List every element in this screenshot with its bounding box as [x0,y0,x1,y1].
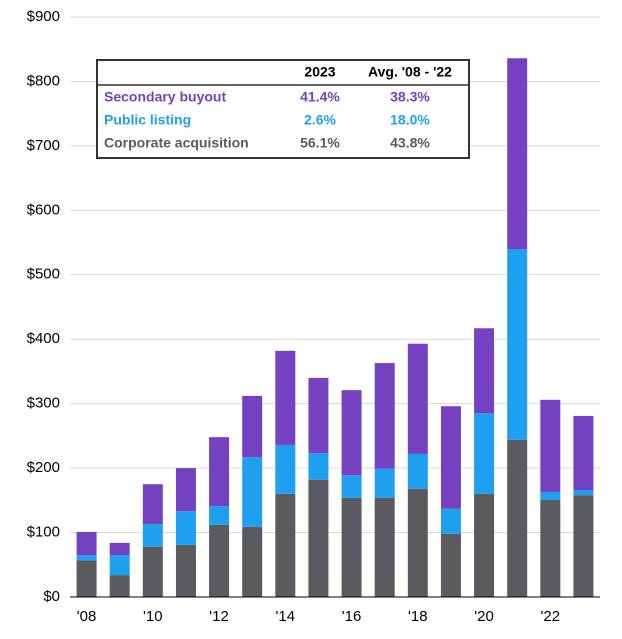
table-row-label: Corporate acquisition [104,135,249,151]
bar-segment [540,399,561,492]
bar-segment [440,406,461,509]
bar-segment [474,328,495,414]
bar-segment [440,533,461,597]
bar-segment [407,488,428,597]
bar-segment [474,493,495,597]
table-row-label: Public listing [104,112,191,128]
x-tick-label: '14 [276,608,296,625]
bar-segment [374,468,395,498]
x-tick-label: '20 [474,608,494,625]
y-tick-label: $100 [27,524,60,541]
bar-segment [308,377,329,454]
y-tick-label: $700 [27,137,60,154]
bar-segment [407,453,428,489]
bar-segment [474,413,495,494]
bar-segment [540,499,561,597]
x-tick-label: '22 [541,608,561,625]
bar-segment [175,511,196,545]
bar-segment [209,506,230,525]
x-tick-label: '12 [209,608,229,625]
bar-segment [209,437,230,507]
bar-segment [573,495,594,597]
bar-segment [242,395,263,458]
table-cell: 56.1% [300,135,340,151]
bar-segment [109,575,130,597]
bar-segment [109,555,130,576]
bar-segment [374,497,395,597]
y-tick-label: $300 [27,395,60,412]
bar-segment [407,343,428,454]
bar-segment [76,531,97,556]
x-tick-label: '16 [342,608,362,625]
y-tick-label: $900 [27,8,60,25]
bar-segment [109,542,130,556]
y-tick-label: $0 [43,588,60,605]
table-cell: 41.4% [300,89,340,105]
table-cell: 38.3% [390,89,430,105]
bar-segment [573,415,594,491]
bar-segment [142,484,163,525]
x-tick-label: '08 [77,608,97,625]
bar-segment [507,439,528,597]
y-tick-label: $600 [27,201,60,218]
table-header: Avg. '08 - '22 [368,64,452,80]
table-box [96,59,470,159]
bar-segment [76,560,97,597]
bar-segment [440,508,461,534]
bar-segment [242,457,263,527]
bar-segment [209,524,230,597]
bar-segment [308,479,329,597]
table-header: 2023 [304,64,335,80]
table-row-label: Secondary buyout [104,89,226,105]
bar-segment [507,249,528,440]
bar-segment [175,468,196,512]
bar-segment [142,546,163,597]
x-tick-label: '10 [143,608,163,625]
bar-segment [341,390,362,476]
bar-segment [76,555,97,561]
table-cell: 2.6% [304,112,336,128]
bar-segment [275,493,296,597]
bar-segment [374,363,395,469]
y-tick-label: $400 [27,330,60,347]
bar-segment [175,544,196,597]
y-tick-label: $500 [27,266,60,283]
y-tick-label: $800 [27,72,60,89]
bar-segment [507,58,528,249]
x-tick-label: '18 [408,608,428,625]
y-tick-label: $200 [27,459,60,476]
bar-segment [275,350,296,445]
bar-segment [242,526,263,597]
bar-segment [341,497,362,597]
table-cell: 18.0% [390,112,430,128]
bar-segment [573,490,594,496]
summary-table: 2023 Avg. '08 - '22 Secondary buyout 41.4% 3… [96,59,470,159]
bar-segment [275,444,296,494]
bar-segment [341,475,362,498]
table-cell: 43.8% [390,135,430,151]
bar-segment [142,524,163,547]
bar-segment [308,453,329,480]
bar-segment [540,491,561,500]
